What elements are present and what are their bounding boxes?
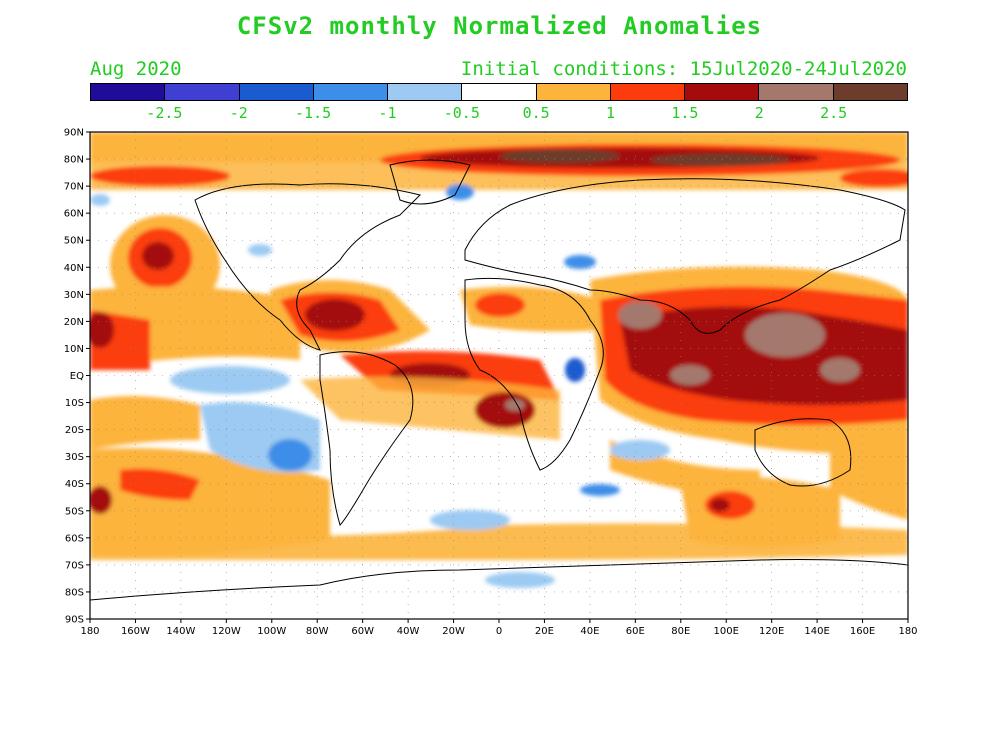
colorbar-swatch: [536, 84, 611, 100]
coastlines: [90, 159, 908, 601]
lat-label: 70S: [65, 560, 84, 571]
colorbar-label: 2.5: [820, 104, 848, 122]
lat-label: 30S: [65, 452, 84, 463]
colorbar-swatch: [239, 84, 314, 100]
colorbar-labels: -2.5 -2 -1.5 -1 -0.5 0.5 1 1.5 2 2.5: [90, 104, 908, 122]
lat-label: 30N: [64, 290, 84, 301]
lat-label: 10N: [64, 344, 84, 355]
lon-label: 80E: [671, 626, 690, 637]
lon-label: 40E: [580, 626, 599, 637]
lon-label: 140E: [804, 626, 829, 637]
colorbar-label: -2: [229, 104, 248, 122]
lat-label: 90N: [64, 128, 84, 139]
lon-label: 80W: [306, 626, 329, 637]
colorbar-label: 0.5: [522, 104, 550, 122]
colorbar-swatch: [685, 84, 760, 100]
lon-label: 100E: [714, 626, 739, 637]
lon-label: 140W: [166, 626, 195, 637]
colorbar-swatch: [462, 84, 537, 100]
lat-label: 80N: [64, 155, 84, 166]
lon-label: 120E: [759, 626, 784, 637]
lat-label: 60N: [64, 209, 84, 220]
lat-label: 80S: [65, 587, 84, 598]
lat-label: 40N: [64, 263, 84, 274]
lon-label: 160W: [121, 626, 150, 637]
lon-label: 0: [496, 626, 502, 637]
lon-label: 160E: [850, 626, 875, 637]
lat-label: 10S: [65, 398, 84, 409]
lon-label: 20W: [442, 626, 465, 637]
lat-label: 60S: [65, 533, 84, 544]
lon-label: 60E: [626, 626, 645, 637]
graticule: [90, 132, 908, 619]
lat-label: 20N: [64, 317, 84, 328]
anomaly-field: [90, 132, 908, 619]
forecast-month: Aug 2020: [90, 58, 182, 80]
latitude-labels: 90N 80N 70N 60N 50N 40N 30N 20N 10N EQ 10S 20S 30S 40…: [64, 128, 90, 626]
lat-label: EQ: [70, 371, 84, 382]
lon-label: 60W: [351, 626, 374, 637]
lat-label: 70N: [64, 182, 84, 193]
lon-label: 180: [80, 626, 99, 637]
colorbar-swatch: [313, 84, 389, 100]
colorbar-swatch: [91, 84, 166, 100]
lat-label: 90S: [65, 615, 84, 626]
colorbar-label: -0.5: [443, 104, 480, 122]
lon-label: 40W: [397, 626, 420, 637]
colorbar-label: -2.5: [146, 104, 183, 122]
colorbar-label: -1.5: [295, 104, 332, 122]
colorbar-label: -1: [378, 104, 397, 122]
colorbar-label: 1.5: [671, 104, 699, 122]
lat-label: 40S: [65, 479, 84, 490]
lat-label: 20S: [65, 425, 84, 436]
longitude-labels: 180 160W 140W 120W 100W 80W 60W 40W 20W 0 20E 40E 60…: [80, 619, 918, 637]
lon-label: 100W: [257, 626, 286, 637]
initial-conditions: Initial conditions: 15Jul2020-24Jul2020: [460, 58, 907, 80]
colorbar-swatch: [165, 84, 240, 100]
colorbar-swatch: [759, 84, 834, 100]
chart-title: CFSv2 monthly Normalized Anomalies: [236, 12, 763, 40]
lon-label: 120W: [212, 626, 241, 637]
colorbar-swatch: [388, 84, 463, 100]
lon-label: 20E: [535, 626, 554, 637]
colorbar-swatch: [610, 84, 686, 100]
lat-label: 50N: [64, 236, 84, 247]
colorbar: [90, 83, 908, 101]
lat-label: 50S: [65, 506, 84, 517]
colorbar-swatch: [833, 84, 907, 100]
colorbar-label: 1: [606, 104, 616, 122]
colorbar-label: 2: [754, 104, 764, 122]
lon-label: 180: [898, 626, 917, 637]
